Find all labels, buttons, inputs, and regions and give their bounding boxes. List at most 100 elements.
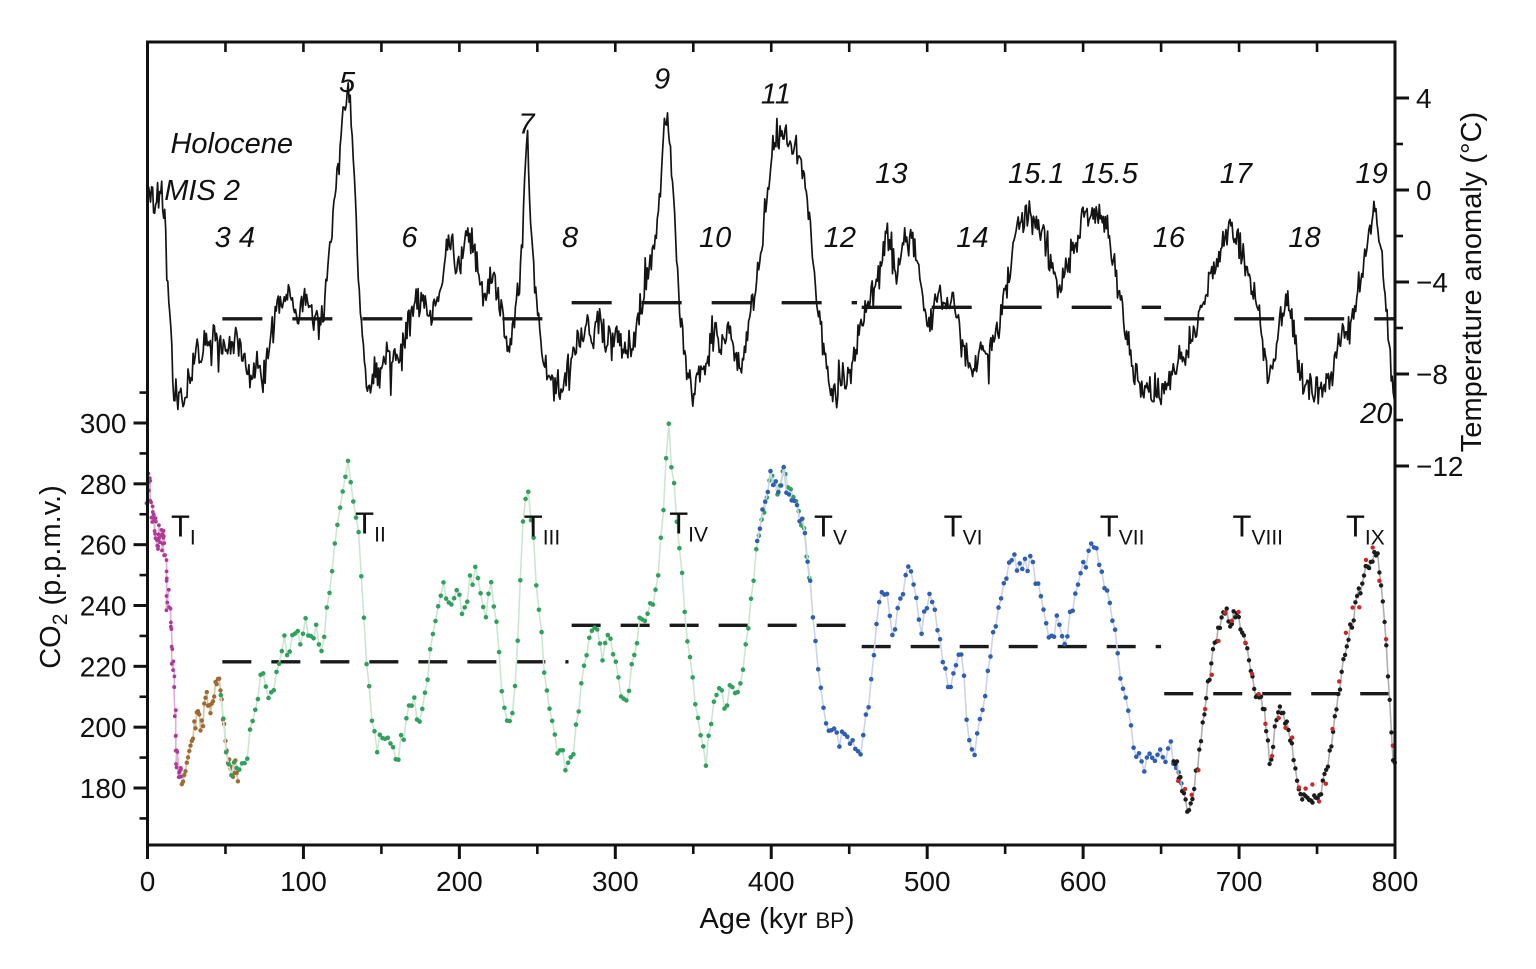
co2-data-point xyxy=(1226,619,1231,624)
co2-data-point xyxy=(1128,723,1134,728)
co2-data-point xyxy=(319,648,324,654)
mis-label-14: 14 xyxy=(956,222,988,254)
co2-data-point xyxy=(1123,695,1128,700)
co2-data-point xyxy=(626,688,632,694)
co2-data-point xyxy=(1284,719,1290,724)
co2-data-point xyxy=(576,709,581,714)
co2-data-point xyxy=(1310,800,1315,805)
co2-data-point xyxy=(1051,634,1057,640)
co2-data-point xyxy=(226,762,231,767)
co2-data-point xyxy=(1380,599,1386,604)
co2-data-point xyxy=(974,731,980,736)
co2-data-point xyxy=(1186,808,1192,813)
co2-data-point xyxy=(746,626,751,631)
co2-data-point xyxy=(475,575,481,581)
co2-data-point xyxy=(1276,710,1281,715)
co2-data-point xyxy=(605,632,611,638)
co2-data-point xyxy=(171,668,176,672)
co2-data-point xyxy=(343,474,348,480)
co2-data-point xyxy=(961,673,967,678)
mis-label-12: 12 xyxy=(824,222,856,254)
co2-data-point xyxy=(669,465,674,470)
co2-data-point xyxy=(1323,781,1329,786)
co2-data-point xyxy=(430,631,436,637)
co2-data-point xyxy=(164,558,169,562)
co2-data-point xyxy=(1349,625,1355,630)
temp-tick-label: 0 xyxy=(1416,175,1432,206)
co2-data-point xyxy=(154,519,158,524)
co2-data-point xyxy=(1163,759,1168,765)
co2-data-point xyxy=(1318,792,1324,797)
co2-data-point xyxy=(512,683,518,689)
co2-data-point xyxy=(823,721,829,726)
co2-data-point xyxy=(679,570,685,576)
co2-data-point xyxy=(903,572,908,578)
co2-data-point xyxy=(388,741,393,746)
co2-data-point xyxy=(1344,644,1350,649)
co2-data-point xyxy=(863,712,869,717)
co2-data-point xyxy=(884,591,890,597)
co2-data-point xyxy=(321,634,327,640)
co2-data-point xyxy=(156,544,161,549)
co2-data-point xyxy=(324,605,330,610)
co2-data-point xyxy=(1139,759,1144,764)
co2-data-point xyxy=(719,688,725,693)
co2-data-point xyxy=(245,756,250,761)
co2-data-point xyxy=(1281,710,1286,715)
co2-data-point xyxy=(861,732,866,738)
co2-data-point xyxy=(1361,573,1367,578)
co2-data-point xyxy=(762,499,768,505)
co2-data-point xyxy=(1094,546,1099,551)
termination-label-tiii: TIII xyxy=(524,508,560,549)
co2-data-point xyxy=(1120,686,1126,691)
co2-data-point xyxy=(690,675,695,680)
co2-data-point xyxy=(298,642,303,647)
co2-data-point xyxy=(1030,559,1036,565)
co2-data-point xyxy=(303,616,308,621)
co2-data-point xyxy=(361,615,367,620)
co2-data-point xyxy=(473,564,478,570)
co2-data-point xyxy=(214,682,219,687)
co2-data-point xyxy=(1382,619,1387,625)
co2-data-point xyxy=(534,583,539,588)
mis-label-19: 19 xyxy=(1355,158,1387,190)
co2-data-point xyxy=(1387,697,1392,702)
co2-data-point xyxy=(454,587,460,593)
co2-data-point xyxy=(223,750,229,755)
co2-data-point xyxy=(364,661,369,667)
co2-data-point xyxy=(967,737,972,743)
co2-data-point xyxy=(1096,562,1102,568)
co2-data-point xyxy=(634,640,640,646)
co2-data-point xyxy=(488,579,494,585)
co2-data-point xyxy=(642,618,648,624)
co2-data-point xyxy=(996,605,1001,610)
co2-data-point xyxy=(788,486,793,492)
co2-data-point xyxy=(374,749,380,755)
co2-data-point xyxy=(1131,745,1136,750)
x-tick-label: 400 xyxy=(748,866,795,897)
co2-data-point xyxy=(714,692,719,698)
mis-label-8: 8 xyxy=(562,222,578,254)
co2-data-point xyxy=(629,661,634,667)
co2-data-point xyxy=(1330,726,1335,732)
co2-data-point xyxy=(1337,687,1343,692)
co2-data-point xyxy=(284,652,290,658)
co2-data-point xyxy=(1073,591,1078,596)
co2-data-point xyxy=(1272,724,1278,729)
co2-data-point xyxy=(1348,622,1353,627)
co2-data-point xyxy=(549,718,555,724)
temperature-anomaly-line xyxy=(146,82,1396,411)
mis-label-7: 7 xyxy=(518,108,536,140)
co2-data-point xyxy=(1075,582,1081,587)
co2-data-point xyxy=(916,617,922,622)
co2-data-point xyxy=(1223,610,1228,615)
co2-data-point xyxy=(708,721,714,727)
co2-data-point xyxy=(1009,558,1014,563)
co2-data-point xyxy=(1065,634,1070,639)
co2-data-point xyxy=(1370,559,1375,564)
co2-data-point xyxy=(776,489,781,495)
co2-data-point xyxy=(174,733,178,738)
co2-data-point xyxy=(565,760,571,766)
co2-data-point xyxy=(470,582,475,587)
co2-data-point xyxy=(404,716,409,721)
